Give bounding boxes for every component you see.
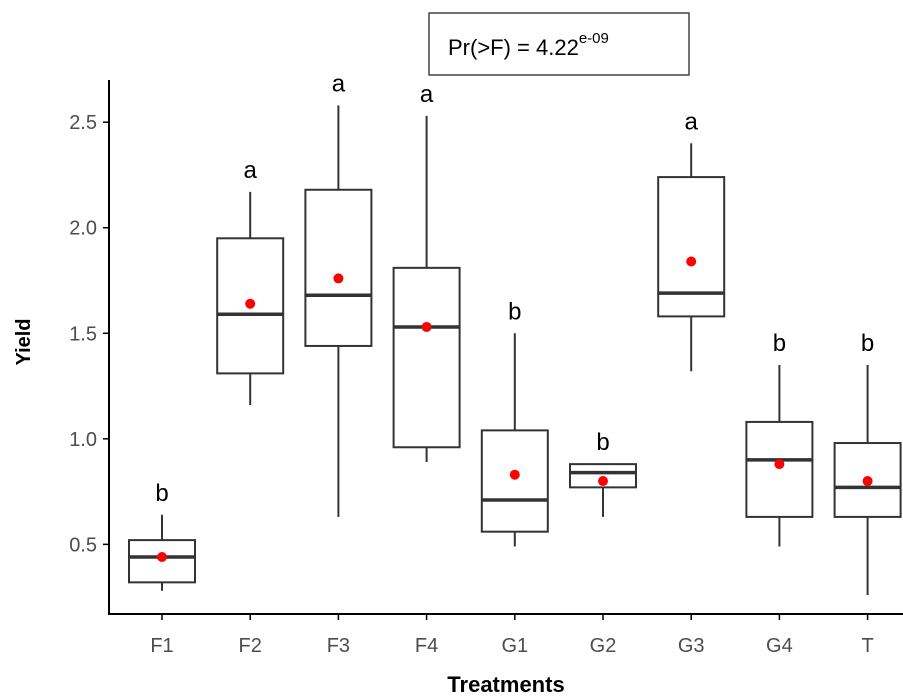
y-tick-label: 0.5	[69, 534, 97, 556]
x-tick-label: F1	[150, 635, 173, 657]
mean-point	[333, 273, 344, 284]
y-axis-title: Yield	[13, 318, 35, 365]
x-tick-label: G4	[766, 635, 793, 657]
group-letter: b	[508, 298, 521, 325]
iqr-box	[657, 176, 726, 318]
y-ticks: 0.5 1.0 1.5 2.0 2.5	[69, 112, 109, 556]
mean-point	[509, 469, 520, 480]
box-G4: b	[745, 330, 814, 547]
axes-layer	[108, 80, 903, 615]
mean-point	[245, 298, 256, 309]
x-tick-label: F2	[239, 635, 262, 657]
annotation-frame	[428, 12, 690, 76]
box-T: b	[833, 330, 902, 596]
box-F2: a	[216, 157, 285, 406]
iqr-box	[480, 429, 549, 533]
iqr-box	[745, 420, 814, 518]
iqr-box	[569, 463, 637, 489]
box-G1: b	[480, 298, 549, 547]
x-tick-label: T	[861, 635, 873, 657]
box-F1: b	[128, 480, 196, 591]
group-letter: a	[685, 108, 699, 135]
box-G3: a	[657, 108, 726, 372]
box-F3: a	[304, 70, 373, 517]
group-letter: b	[773, 330, 786, 357]
group-letter: b	[861, 330, 874, 357]
box-G2: b	[569, 429, 637, 517]
group-letter: b	[596, 429, 609, 456]
y-tick-label: 2.0	[69, 218, 97, 240]
x-tick-label: G3	[678, 635, 705, 657]
y-tick-label: 1.0	[69, 429, 97, 451]
group-letter: b	[155, 480, 168, 507]
annotation-text: Pr(>F) = 4.22e-09	[448, 30, 609, 60]
mean-point	[598, 476, 608, 487]
mean-point	[686, 256, 697, 267]
x-tick-label: F3	[327, 635, 350, 657]
iqr-box	[392, 266, 461, 449]
y-tick-label: 1.5	[69, 323, 97, 345]
annotation-prefix: Pr(>F) = 4.22	[448, 35, 579, 60]
mean-point	[421, 321, 432, 332]
mean-point	[774, 459, 785, 470]
mean-point	[157, 552, 167, 563]
x-ticks: F1 F2 F3 F4 G1 G2 G3 G4 T	[150, 614, 874, 657]
mean-point	[862, 476, 873, 487]
y-tick-label: 2.5	[69, 112, 97, 134]
box-F4: a	[392, 81, 461, 463]
x-tick-label: G1	[501, 635, 528, 657]
annotation-box: Pr(>F) = 4.22e-09	[428, 12, 690, 76]
group-letter: a	[244, 157, 258, 184]
x-tick-label: G2	[590, 635, 617, 657]
annotation-superscript: e-09	[579, 30, 609, 47]
iqr-box	[304, 188, 373, 347]
x-axis-title: Treatments	[447, 672, 564, 696]
group-letter: a	[332, 70, 346, 97]
x-tick-label: F4	[415, 635, 438, 657]
group-letter: a	[420, 81, 434, 108]
boxes-layer: b a a a b b a b b	[128, 70, 902, 596]
